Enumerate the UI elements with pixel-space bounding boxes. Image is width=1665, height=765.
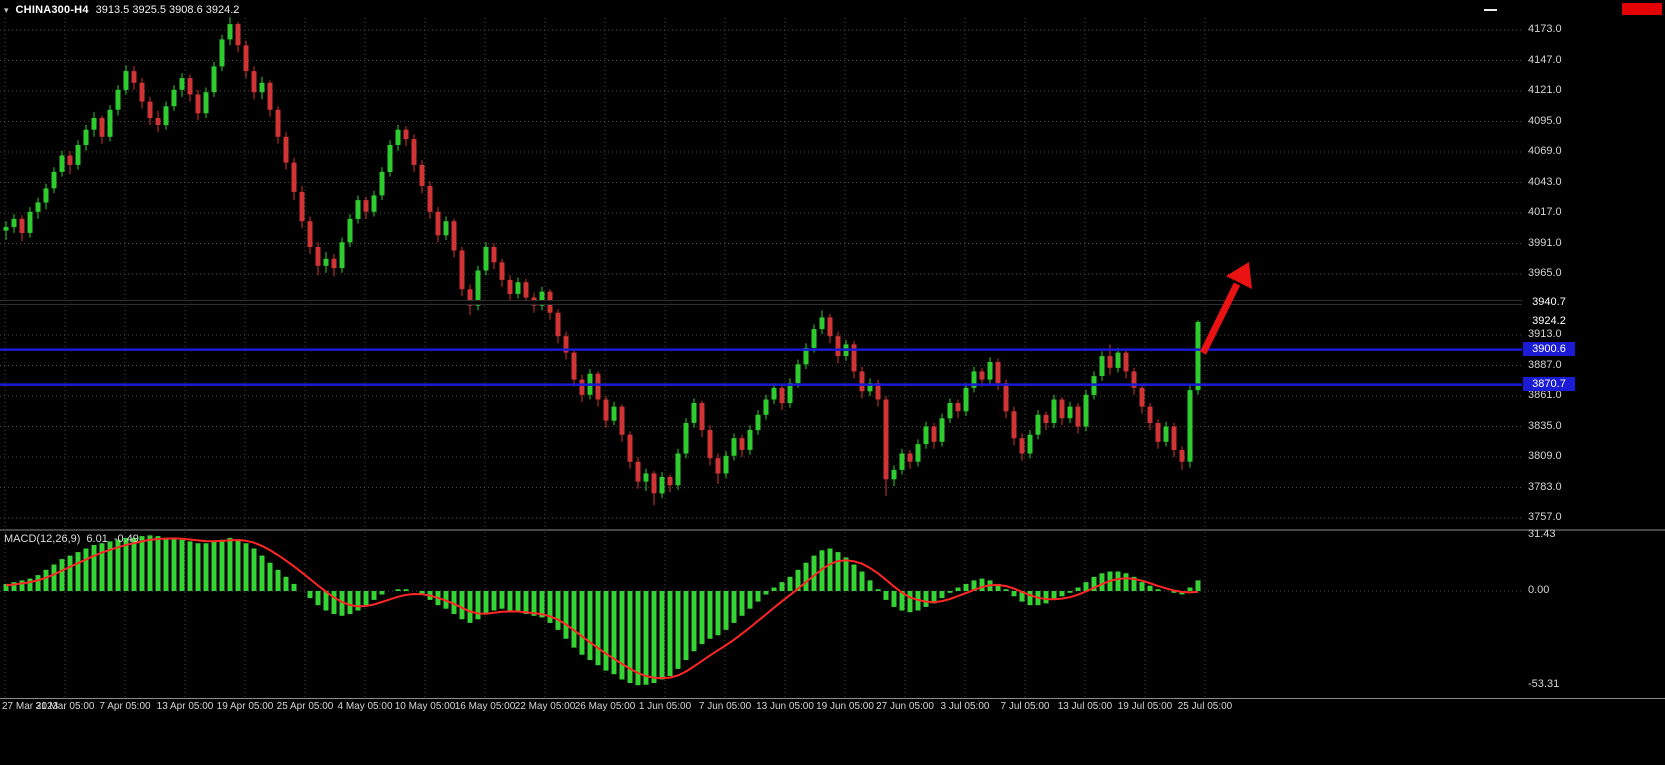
candlestick-series — [3, 17, 1201, 506]
time-axis-label: 13 Jun 05:00 — [756, 701, 814, 712]
price-axis[interactable]: 4173.0 4147.0 4121.0 4095.0 4069.0 4043.0 4017… — [1522, 0, 1665, 765]
macd-main-value: 6.01 — [86, 533, 108, 545]
macd-histogram — [3, 535, 1201, 686]
price-tick-label: 4147.0 — [1528, 54, 1562, 66]
time-axis-label: 19 Jul 05:00 — [1117, 701, 1173, 712]
time-axis-label: 10 May 05:00 — [394, 701, 456, 712]
chart-symbol-title: CHINA300-H4 — [15, 3, 89, 16]
time-axis-label: 13 Jul 05:00 — [1057, 701, 1113, 712]
price-tick-label: 3887.0 — [1528, 359, 1562, 371]
time-axis-label: 1 Jun 05:00 — [638, 701, 692, 712]
macd-axis-label: -53.31 — [1528, 678, 1560, 690]
price-tick-label: 4017.0 — [1528, 206, 1562, 218]
time-axis-label: 3 Jul 05:00 — [940, 701, 990, 712]
price-tick-label: 3757.0 — [1528, 511, 1562, 523]
price-tick-label: 3861.0 — [1528, 389, 1562, 401]
time-axis-label: 25 Apr 05:00 — [276, 701, 334, 712]
time-axis-label: 13 Apr 05:00 — [156, 701, 214, 712]
price-tick-label: 4043.0 — [1528, 176, 1562, 188]
time-axis-label: 7 Jul 05:00 — [1000, 701, 1050, 712]
price-tick-label: 3835.0 — [1528, 420, 1562, 432]
time-axis-label: 19 Apr 05:00 — [216, 701, 274, 712]
price-tick-label: 4095.0 — [1528, 115, 1562, 127]
ohlc-values: 3913.5 3925.5 3908.6 3924.2 — [95, 3, 240, 16]
chart-surface[interactable] — [0, 18, 1522, 697]
symbol-dropdown-icon[interactable]: ▾ — [4, 4, 9, 15]
trend-arrow-annotation[interactable] — [1199, 262, 1252, 355]
time-axis-label: 22 May 05:00 — [514, 701, 576, 712]
price-tag-3924.2: 3924.2 — [1523, 314, 1575, 328]
price-tick-label: 3783.0 — [1528, 481, 1562, 493]
time-axis-label: 4 May 05:00 — [337, 701, 393, 712]
price-tick-label: 3965.0 — [1528, 267, 1562, 279]
minimize-dash-icon[interactable] — [1484, 9, 1497, 11]
price-tick-label: 3809.0 — [1528, 450, 1562, 462]
time-axis-label: 31 Mar 05:00 — [35, 701, 95, 712]
price-tick-label: 3913.0 — [1528, 328, 1562, 340]
time-axis[interactable]: 27 Mar 2023 31 Mar 05:00 7 Apr 05:00 13 Apr… — [0, 701, 1522, 717]
grid-lines — [0, 18, 1522, 697]
price-tick-label: 3991.0 — [1528, 237, 1562, 249]
time-axis-label: 19 Jun 05:00 — [816, 701, 874, 712]
macd-signal-value: -0.49 — [113, 533, 139, 545]
price-tag-3900.6: 3900.6 — [1523, 342, 1575, 356]
macd-axis-label: 31.43 — [1528, 528, 1556, 540]
price-tag-3870.7: 3870.7 — [1523, 377, 1575, 391]
price-tick-label: 4173.0 — [1528, 23, 1562, 35]
time-axis-label: 25 Jul 05:00 — [1177, 701, 1233, 712]
time-axis-label: 7 Apr 05:00 — [99, 701, 151, 712]
time-axis-label: 26 May 05:00 — [574, 701, 636, 712]
titlebar: ▾ CHINA300-H4 3913.5 3925.5 3908.6 3924.… — [4, 2, 239, 17]
price-tick-label: 4121.0 — [1528, 84, 1562, 96]
time-axis-label: 27 Jun 05:00 — [876, 701, 934, 712]
macd-name: MACD(12,26,9) — [4, 533, 81, 545]
price-tick-label: 4069.0 — [1528, 145, 1562, 157]
macd-indicator-label: MACD(12,26,9) 6.01 -0.49 — [4, 533, 139, 545]
time-axis-label: 7 Jun 05:00 — [698, 701, 752, 712]
macd-signal-line — [5, 537, 1199, 680]
price-tag-3940.7: 3940.7 — [1523, 295, 1575, 309]
macd-axis-label: 0.00 — [1528, 584, 1550, 596]
time-axis-label: 27 Mar 2023 — [2, 701, 59, 712]
time-axis-label: 16 May 05:00 — [454, 701, 516, 712]
red-corner-badge — [1622, 3, 1662, 15]
